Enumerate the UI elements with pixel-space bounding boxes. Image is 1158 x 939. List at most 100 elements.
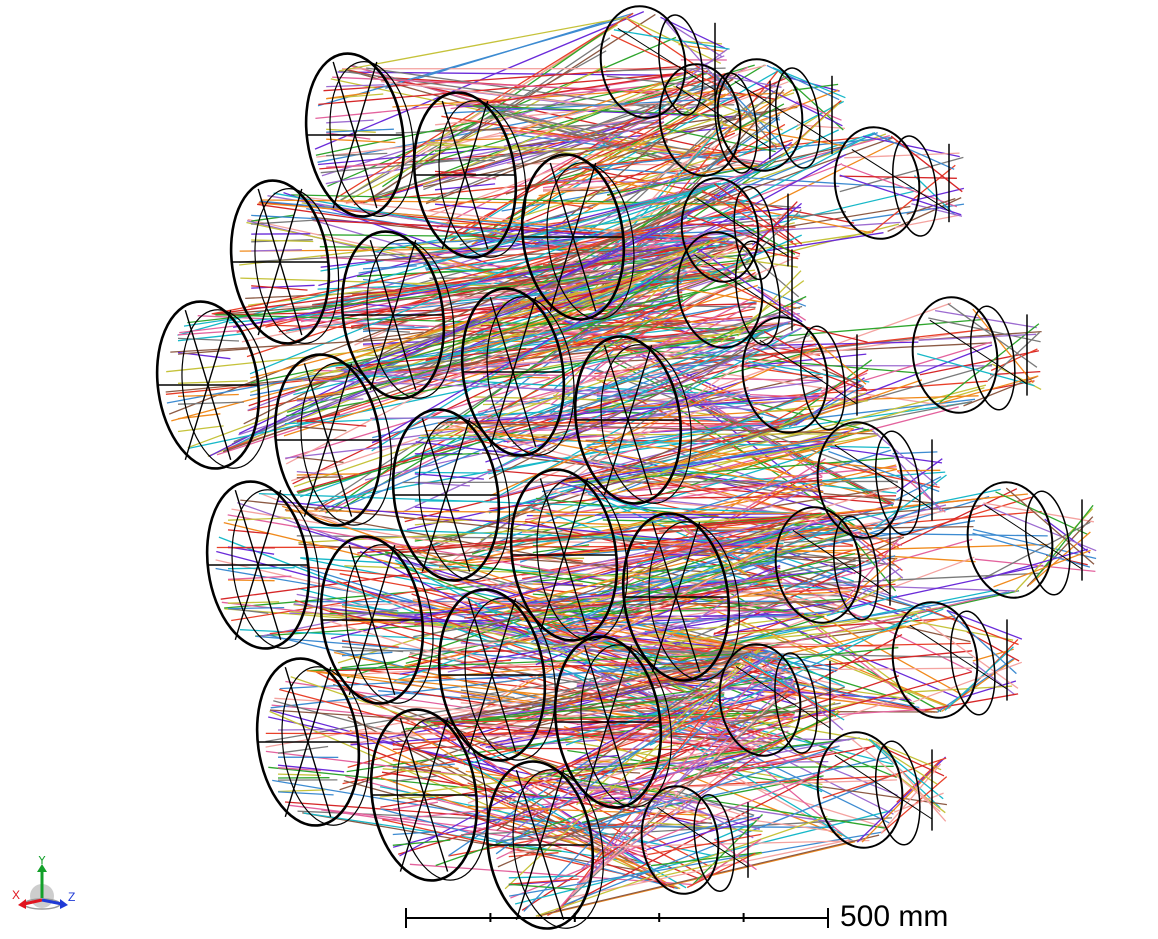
ray <box>780 103 840 158</box>
ray <box>912 661 1023 703</box>
y-axis-label: Y <box>38 856 46 867</box>
ray <box>871 132 955 170</box>
ray <box>177 393 239 398</box>
ray <box>839 174 962 216</box>
ray <box>686 228 794 243</box>
ray <box>665 21 724 88</box>
rear-lens-outline <box>716 58 804 172</box>
front-aperture-outline <box>509 468 619 642</box>
ray <box>277 773 321 776</box>
detector-outline <box>733 185 775 281</box>
rear-lens-outline <box>774 506 862 624</box>
ray <box>570 665 787 898</box>
ray <box>434 170 477 175</box>
ray <box>338 16 626 72</box>
ray <box>791 676 845 700</box>
lens-cross-line <box>735 665 831 729</box>
ray <box>582 745 840 830</box>
ray <box>177 401 244 405</box>
ray <box>292 295 683 485</box>
rear-lens-outline <box>676 231 764 349</box>
front-aperture-outline <box>255 657 361 827</box>
ray <box>357 517 802 554</box>
ray <box>716 123 786 166</box>
ray <box>428 154 675 212</box>
ray <box>227 567 295 570</box>
ray <box>330 588 852 607</box>
ray <box>317 126 736 166</box>
ray <box>537 841 856 917</box>
ray <box>482 452 824 494</box>
ray <box>822 471 946 482</box>
ray <box>713 838 757 871</box>
ray <box>487 330 765 474</box>
ray <box>285 510 813 515</box>
rear-lens-outline <box>816 731 904 849</box>
inner-lens-outline <box>438 100 527 258</box>
lens-cross-line <box>834 754 933 820</box>
ray <box>696 247 803 323</box>
front-aperture-outline <box>319 535 425 705</box>
ray <box>227 517 291 521</box>
ray <box>341 603 399 612</box>
rear-lens-outline <box>966 481 1054 599</box>
ray <box>373 103 664 198</box>
detector-outline <box>875 430 921 536</box>
ray <box>382 17 625 188</box>
ray <box>533 612 832 650</box>
ray <box>673 85 783 131</box>
ray <box>344 65 606 203</box>
ray <box>657 852 763 878</box>
axis-orientation-triad[interactable]: Y X Z <box>12 856 82 916</box>
ray <box>478 331 764 544</box>
ray <box>532 580 597 588</box>
ray <box>740 318 799 335</box>
ray <box>434 203 497 211</box>
ray <box>551 657 781 777</box>
ray <box>495 652 774 855</box>
ray <box>335 259 752 513</box>
ray <box>308 653 746 672</box>
ray <box>404 586 784 667</box>
ray <box>277 789 326 793</box>
ray <box>612 648 920 709</box>
ray <box>796 100 842 121</box>
ray <box>372 380 823 443</box>
x-axis-arrowhead <box>18 899 26 909</box>
ray <box>279 688 673 794</box>
ray <box>946 610 1017 675</box>
ray <box>557 684 795 912</box>
ray <box>714 183 794 243</box>
ray <box>251 214 321 220</box>
ray <box>298 515 806 544</box>
ray <box>298 543 782 578</box>
lens-cross-line <box>617 27 716 91</box>
ray <box>824 462 940 489</box>
ray <box>251 239 314 243</box>
detector-outline <box>1025 490 1071 596</box>
ray <box>392 765 441 773</box>
ray <box>177 329 240 336</box>
ray <box>584 489 855 582</box>
ray <box>227 606 285 610</box>
ray <box>225 252 691 451</box>
ray <box>508 831 883 897</box>
ray <box>881 746 945 777</box>
ray <box>644 553 711 557</box>
ray <box>742 701 836 746</box>
ray <box>910 619 1014 641</box>
ray <box>773 146 843 163</box>
ray <box>777 655 845 688</box>
ray <box>380 777 654 872</box>
ray <box>677 790 755 816</box>
ray <box>972 308 1034 384</box>
ray <box>584 839 870 848</box>
rear-lens-outline <box>911 296 999 414</box>
ray <box>939 323 1040 404</box>
inner-lens-outline <box>536 477 629 641</box>
ray <box>478 70 779 243</box>
ray <box>416 237 715 256</box>
scale-bar-line <box>405 908 829 928</box>
ray <box>170 321 691 353</box>
